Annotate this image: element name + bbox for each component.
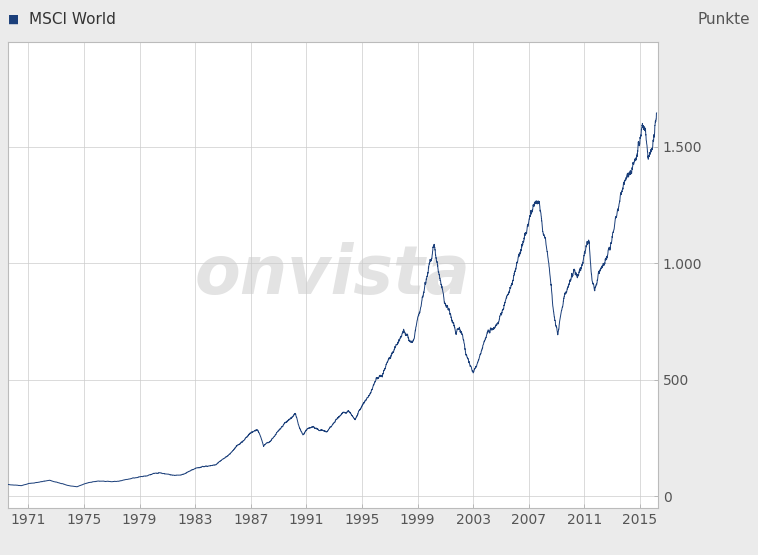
Text: MSCI World: MSCI World — [29, 12, 116, 27]
Text: ■: ■ — [8, 13, 19, 26]
Text: onvista: onvista — [195, 242, 471, 307]
Text: Punkte: Punkte — [698, 12, 750, 27]
